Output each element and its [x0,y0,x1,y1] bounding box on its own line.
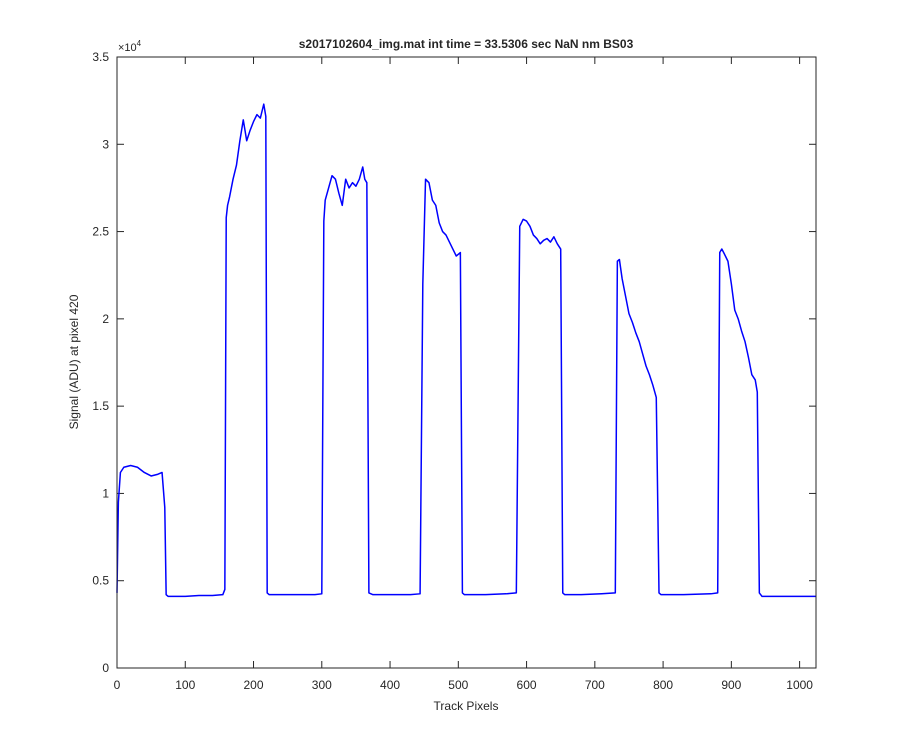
y-exponent-base: ×10 [118,42,137,54]
x-tick-label: 600 [517,678,537,692]
y-tick-label: 0 [102,661,109,675]
x-tick-label: 0 [114,678,121,692]
x-tick-label: 200 [244,678,264,692]
y-exponent-power: 4 [137,39,142,48]
plot-axes-box [116,56,817,669]
x-tick-label: 900 [721,678,741,692]
y-tick-label: 1 [102,486,109,500]
x-axis-label: Track Pixels [434,699,499,713]
x-tick-label: 500 [448,678,468,692]
x-tick-label: 1000 [786,678,813,692]
y-axis-label: Signal (ADU) at pixel 420 [67,294,81,429]
x-tick-label: 800 [653,678,673,692]
y-tick-label: 0.5 [92,574,109,588]
x-tick-label: 700 [585,678,605,692]
chart-title: s2017102604_img.mat int time = 33.5306 s… [299,37,634,51]
y-tick-label: 3.5 [92,50,109,64]
y-tick-label: 2 [102,312,109,326]
y-tick-label: 2.5 [92,225,109,239]
x-tick-label: 100 [175,678,195,692]
y-tick-label: 3 [102,137,109,151]
series-line [116,103,816,598]
x-tick-label: 300 [312,678,332,692]
plot-background [117,57,816,668]
x-tick-label: 400 [380,678,400,692]
y-axis-exponent: ×104 [118,39,142,54]
y-tick-label: 1.5 [92,399,109,413]
